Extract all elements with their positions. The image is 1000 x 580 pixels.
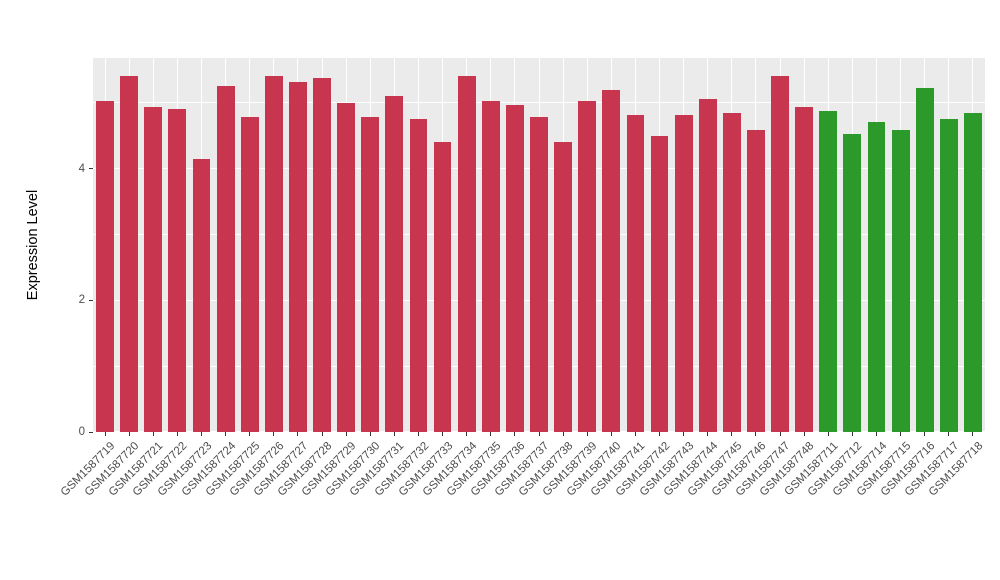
- bar-GSM1587735: [481, 100, 500, 432]
- x-tick-mark: [417, 432, 419, 436]
- bar-GSM1587720: [120, 75, 139, 432]
- x-tick-mark: [924, 432, 926, 436]
- x-tick-mark: [731, 432, 733, 436]
- bar-GSM1587716: [915, 87, 934, 432]
- bar-GSM1587718: [964, 112, 982, 432]
- y-tick-mark: [89, 168, 93, 170]
- x-tick-mark: [707, 432, 709, 436]
- bar-GSM1587741: [626, 115, 645, 432]
- bar-GSM1587730: [361, 116, 380, 432]
- y-tick-label: 0: [78, 426, 85, 438]
- bar-GSM1587737: [530, 117, 548, 432]
- bar-GSM1587717: [939, 118, 958, 432]
- bar-GSM1587736: [505, 105, 524, 432]
- x-tick-mark: [538, 432, 540, 436]
- x-tick-mark: [827, 432, 829, 436]
- x-tick-mark: [490, 432, 492, 436]
- bar-GSM1587723: [192, 159, 211, 432]
- x-tick-mark: [273, 432, 275, 436]
- x-tick-mark: [683, 432, 685, 436]
- x-tick-mark: [514, 432, 516, 436]
- bar-GSM1587719: [96, 100, 114, 432]
- bar-GSM1587744: [698, 99, 717, 432]
- x-tick-mark: [779, 432, 781, 436]
- x-tick-mark: [948, 432, 950, 436]
- x-tick-mark: [586, 432, 588, 436]
- x-tick-mark: [225, 432, 227, 436]
- bar-GSM1587743: [674, 114, 693, 432]
- bar-GSM1587714: [867, 121, 886, 432]
- x-tick-mark: [297, 432, 299, 436]
- x-tick-mark: [466, 432, 468, 436]
- x-tick-mark: [562, 432, 564, 436]
- x-tick-mark: [176, 432, 178, 436]
- bar-GSM1587731: [385, 96, 404, 432]
- bar-GSM1587733: [433, 141, 452, 432]
- bar-GSM1587712: [843, 134, 862, 432]
- x-tick-mark: [393, 432, 395, 436]
- x-tick-mark: [659, 432, 661, 436]
- bar-GSM1587746: [747, 129, 765, 432]
- x-tick-mark: [634, 432, 636, 436]
- bar-GSM1587721: [144, 107, 163, 432]
- x-tick-mark: [152, 432, 154, 436]
- bar-GSM1587734: [457, 76, 476, 432]
- bar-GSM1587715: [891, 129, 910, 432]
- bar-GSM1587745: [722, 112, 741, 432]
- x-tick-mark: [851, 432, 853, 436]
- bar-GSM1587725: [240, 116, 259, 432]
- x-tick-mark: [104, 432, 106, 436]
- bar-GSM1587722: [168, 108, 187, 432]
- bar-GSM1587748: [795, 106, 814, 432]
- x-tick-mark: [249, 432, 251, 436]
- bar-GSM1587740: [602, 90, 621, 432]
- plot-panel: [93, 58, 985, 432]
- y-tick-label: 2: [78, 294, 85, 307]
- x-tick-mark: [876, 432, 877, 436]
- bar-GSM1587726: [264, 76, 283, 432]
- y-tick-mark: [89, 299, 93, 301]
- bar-GSM1587739: [578, 101, 597, 432]
- x-tick-mark: [972, 432, 974, 436]
- x-tick-mark: [321, 432, 323, 436]
- x-tick-mark: [900, 432, 902, 436]
- bar-GSM1587727: [288, 82, 307, 432]
- bar-GSM1587711: [819, 111, 838, 432]
- bar-GSM1587728: [313, 78, 331, 432]
- y-tick-label: 4: [78, 162, 85, 175]
- x-tick-mark: [610, 432, 612, 436]
- x-tick-mark: [803, 432, 805, 436]
- x-tick-mark: [755, 432, 757, 436]
- x-tick-mark: [345, 432, 347, 436]
- bar-GSM1587747: [771, 75, 789, 432]
- bar-GSM1587724: [216, 86, 235, 432]
- x-tick-mark: [442, 432, 444, 436]
- bar-GSM1587742: [650, 136, 669, 432]
- bar-GSM1587732: [409, 118, 428, 432]
- x-tick-mark: [369, 432, 371, 436]
- y-tick-mark: [89, 431, 93, 433]
- y-axis-title: Expression Level: [25, 189, 41, 301]
- bar-GSM1587729: [337, 102, 356, 432]
- x-tick-mark: [128, 432, 130, 436]
- bar-GSM1587738: [554, 142, 573, 432]
- x-tick-mark: [200, 432, 202, 436]
